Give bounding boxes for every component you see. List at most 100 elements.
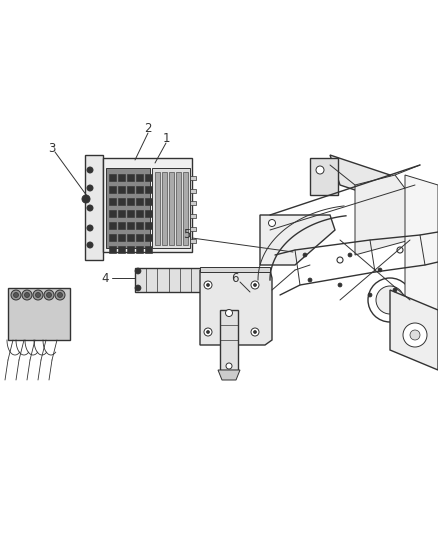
Circle shape <box>417 267 423 273</box>
Polygon shape <box>390 290 438 370</box>
Text: 6: 6 <box>231 271 239 285</box>
Circle shape <box>25 293 29 297</box>
Bar <box>136 186 143 193</box>
Text: 4: 4 <box>101 271 109 285</box>
Bar <box>118 246 125 253</box>
Bar <box>118 234 125 241</box>
Circle shape <box>87 185 93 191</box>
Circle shape <box>87 167 93 173</box>
Circle shape <box>397 247 403 253</box>
Circle shape <box>376 286 404 314</box>
Circle shape <box>296 250 300 254</box>
Bar <box>109 210 116 217</box>
Bar <box>109 186 116 193</box>
Bar <box>310 158 338 195</box>
Circle shape <box>33 290 43 300</box>
Bar <box>85 155 103 260</box>
Bar <box>127 234 134 241</box>
Circle shape <box>14 293 18 297</box>
Bar <box>109 198 116 205</box>
Bar <box>145 222 152 229</box>
Bar <box>136 174 143 181</box>
Bar <box>103 158 192 252</box>
Circle shape <box>378 268 382 272</box>
Bar <box>200 267 270 272</box>
Bar <box>136 210 143 217</box>
Bar <box>136 198 143 205</box>
Circle shape <box>316 166 324 174</box>
Circle shape <box>135 268 141 274</box>
Bar <box>109 234 116 241</box>
Bar <box>109 222 116 229</box>
Bar <box>145 198 152 205</box>
Bar <box>136 234 143 241</box>
Circle shape <box>206 330 209 334</box>
Circle shape <box>303 253 307 257</box>
Circle shape <box>135 285 141 291</box>
Bar <box>109 246 116 253</box>
Bar <box>183 172 188 245</box>
Bar <box>118 198 125 205</box>
Bar <box>136 222 143 229</box>
Bar <box>127 174 134 181</box>
Bar <box>145 210 152 217</box>
Polygon shape <box>200 270 272 345</box>
Bar <box>145 186 152 193</box>
Bar <box>127 210 134 217</box>
Circle shape <box>410 330 420 340</box>
Bar <box>127 186 134 193</box>
Bar <box>118 222 125 229</box>
Bar <box>118 174 125 181</box>
Bar <box>106 168 150 248</box>
Bar <box>162 172 167 245</box>
Circle shape <box>337 257 343 263</box>
Bar <box>135 268 203 292</box>
Circle shape <box>368 293 372 297</box>
Circle shape <box>35 293 40 297</box>
Bar <box>152 168 190 248</box>
Circle shape <box>393 288 397 292</box>
Bar <box>127 222 134 229</box>
Circle shape <box>22 290 32 300</box>
Polygon shape <box>355 175 410 255</box>
Polygon shape <box>330 155 400 205</box>
Bar <box>127 246 134 253</box>
Circle shape <box>87 205 93 211</box>
Bar <box>118 186 125 193</box>
Bar <box>190 201 196 205</box>
Bar <box>8 288 70 340</box>
Bar <box>136 246 143 253</box>
Circle shape <box>55 290 65 300</box>
Bar <box>190 227 196 231</box>
Circle shape <box>87 242 93 248</box>
Bar <box>145 234 152 241</box>
Polygon shape <box>260 215 335 265</box>
Circle shape <box>204 328 212 336</box>
Circle shape <box>87 225 93 231</box>
Bar <box>190 239 196 243</box>
Circle shape <box>338 283 342 287</box>
Circle shape <box>254 284 257 287</box>
Circle shape <box>226 310 233 317</box>
Bar <box>118 210 125 217</box>
Bar <box>190 176 196 180</box>
Circle shape <box>57 293 63 297</box>
Bar <box>176 172 181 245</box>
Circle shape <box>204 281 212 289</box>
Circle shape <box>308 278 312 282</box>
Bar <box>127 198 134 205</box>
Text: 1: 1 <box>162 132 170 144</box>
Circle shape <box>82 195 90 203</box>
Circle shape <box>206 284 209 287</box>
Bar <box>145 246 152 253</box>
Polygon shape <box>405 175 438 310</box>
Circle shape <box>11 290 21 300</box>
Circle shape <box>251 328 259 336</box>
Bar <box>145 174 152 181</box>
Bar <box>155 172 160 245</box>
Circle shape <box>368 278 412 322</box>
Text: 2: 2 <box>144 122 152 134</box>
Bar <box>190 214 196 218</box>
Circle shape <box>226 363 232 369</box>
Circle shape <box>348 253 352 257</box>
